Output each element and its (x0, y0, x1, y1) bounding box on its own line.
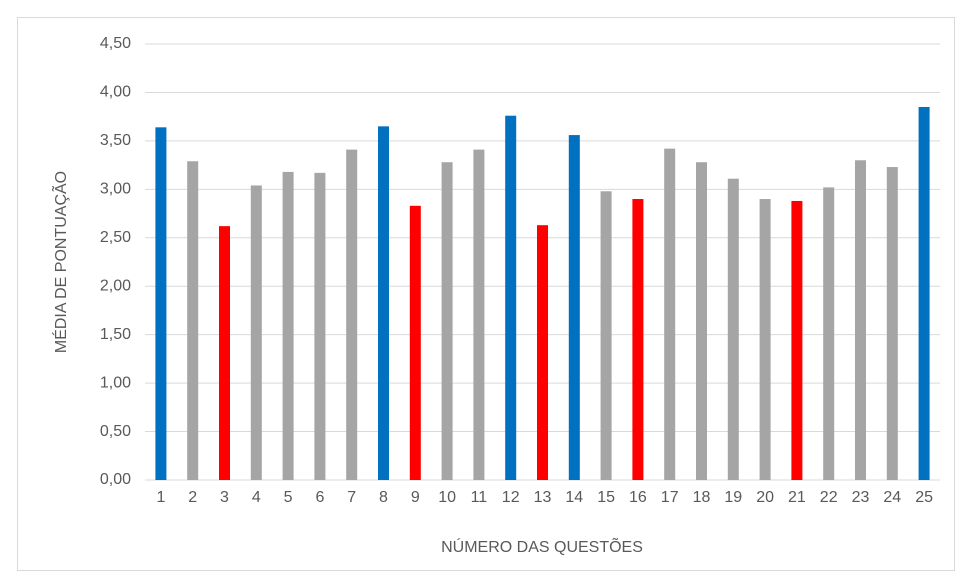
x-tick-label: 4 (252, 489, 261, 506)
x-tick-label: 24 (883, 489, 901, 506)
bar (409, 205, 421, 480)
bar (537, 225, 548, 480)
x-tick-label: 21 (788, 489, 806, 506)
x-tick-label: 13 (534, 489, 552, 506)
bar (823, 187, 835, 480)
y-tick-label: 2,00 (100, 277, 131, 294)
x-tick-label: 10 (438, 489, 456, 506)
x-tick-label: 8 (379, 489, 388, 506)
x-tick-label: 7 (347, 489, 356, 506)
x-tick-label: 19 (724, 489, 742, 506)
x-tick-label: 9 (411, 489, 420, 506)
x-tick-label: 22 (820, 489, 838, 506)
bar (282, 171, 294, 481)
y-tick-label: 1,50 (100, 326, 131, 343)
x-tick-label: 1 (156, 489, 165, 506)
x-tick-label: 23 (852, 489, 870, 506)
y-tick-label: 1,00 (100, 374, 131, 391)
y-tick-label: 3,50 (100, 132, 131, 149)
bar (314, 172, 326, 480)
y-tick-label: 0,50 (100, 423, 131, 440)
bar (250, 185, 262, 481)
bar (632, 199, 644, 480)
x-tick-label: 5 (284, 489, 293, 506)
x-tick-label: 18 (693, 489, 711, 506)
bar (473, 149, 485, 480)
bar (378, 126, 389, 480)
y-tick-label: 3,00 (100, 181, 131, 198)
bar (219, 226, 230, 480)
x-tick-label: 3 (220, 489, 229, 506)
bar (441, 162, 453, 480)
y-tick-label: 4,50 (100, 35, 131, 52)
bar (600, 191, 612, 480)
bar (664, 148, 676, 480)
bar (886, 167, 898, 480)
x-tick-label: 14 (565, 489, 583, 506)
x-tick-label: 25 (915, 489, 933, 506)
y-tick-label: 2,50 (100, 229, 131, 246)
bar (918, 106, 930, 480)
x-tick-label: 17 (661, 489, 679, 506)
bar (759, 199, 771, 480)
bar (696, 162, 707, 480)
y-tick-label: 4,00 (100, 84, 131, 101)
bar (346, 149, 358, 480)
x-tick-label: 15 (597, 489, 615, 506)
x-tick-label: 20 (756, 489, 774, 506)
bar (187, 161, 199, 481)
bar (505, 115, 517, 480)
bar (855, 160, 866, 480)
bar (155, 127, 167, 480)
bar (568, 135, 580, 480)
x-tick-label: 12 (502, 489, 520, 506)
x-axis-label: NÚMERO DAS QUESTÕES (441, 536, 643, 556)
x-tick-label: 11 (471, 489, 488, 506)
x-tick-label: 6 (315, 489, 324, 506)
x-tick-label: 2 (188, 489, 197, 506)
bar (791, 200, 803, 480)
y-axis-label: MÉDIA DE PONTUAÇÃO (50, 171, 70, 353)
y-tick-label: 0,00 (100, 471, 131, 488)
bar (727, 178, 739, 481)
x-tick-label: 16 (629, 489, 647, 506)
